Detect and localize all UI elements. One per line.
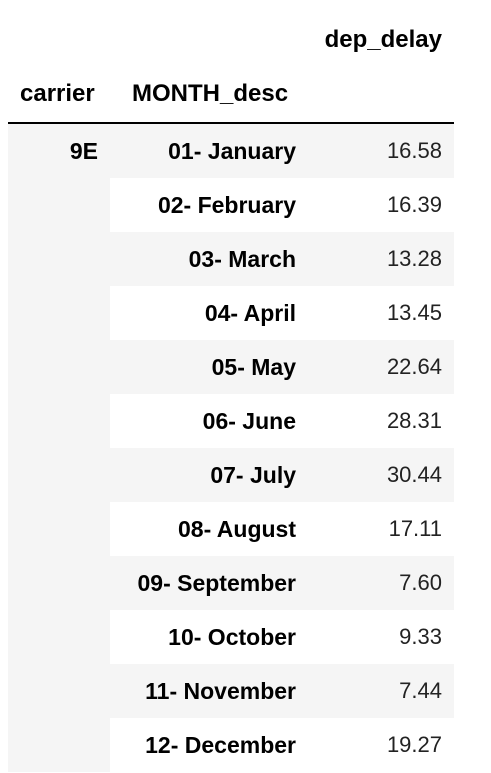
dep-delay-cell: 30.44 bbox=[306, 448, 454, 502]
table-row: 07- July 30.44 bbox=[8, 448, 454, 502]
table-row: 04- April 13.45 bbox=[8, 286, 454, 340]
dep-delay-cell: 19.27 bbox=[306, 718, 454, 772]
table-row: 08- August 17.11 bbox=[8, 502, 454, 556]
dep-delay-cell: 13.45 bbox=[306, 286, 454, 340]
carrier-cell bbox=[8, 394, 110, 448]
table-row: 02- February 16.39 bbox=[8, 178, 454, 232]
column-header-dep-delay: dep_delay bbox=[324, 26, 442, 53]
table-row: 9E 01- January 16.58 bbox=[8, 124, 454, 178]
dep-delay-cell: 13.28 bbox=[306, 232, 454, 286]
column-header-row: dep_delay bbox=[8, 14, 454, 68]
carrier-cell bbox=[8, 556, 110, 610]
dep-delay-cell: 22.64 bbox=[306, 340, 454, 394]
table-row: 03- March 13.28 bbox=[8, 232, 454, 286]
month-cell: 02- February bbox=[110, 178, 306, 232]
table-body: 9E 01- January 16.58 02- February 16.39 03- M… bbox=[8, 124, 454, 772]
index-header-month: MONTH_desc bbox=[132, 80, 289, 107]
dep-delay-cell: 28.31 bbox=[306, 394, 454, 448]
carrier-cell bbox=[8, 610, 110, 664]
header-divider bbox=[8, 122, 454, 124]
dep-delay-cell: 17.11 bbox=[306, 502, 454, 556]
carrier-cell bbox=[8, 340, 110, 394]
dep-delay-cell: 7.60 bbox=[306, 556, 454, 610]
carrier-cell bbox=[8, 718, 110, 772]
table-row: 11- November 7.44 bbox=[8, 664, 454, 718]
month-cell: 12- December bbox=[110, 718, 306, 772]
month-cell: 03- March bbox=[110, 232, 306, 286]
table-row: 10- October 9.33 bbox=[8, 610, 454, 664]
month-cell: 04- April bbox=[110, 286, 306, 340]
carrier-cell: 9E bbox=[8, 124, 110, 178]
month-cell: 06- June bbox=[110, 394, 306, 448]
month-cell: 01- January bbox=[110, 124, 306, 178]
table-row: 06- June 28.31 bbox=[8, 394, 454, 448]
table-row: 05- May 22.64 bbox=[8, 340, 454, 394]
dataframe-table: dep_delay carrier MONTH_desc 9E 01- Janua… bbox=[8, 14, 454, 772]
index-header-carrier: carrier bbox=[20, 80, 95, 107]
month-cell: 11- November bbox=[110, 664, 306, 718]
month-cell: 05- May bbox=[110, 340, 306, 394]
table-row: 12- December 19.27 bbox=[8, 718, 454, 772]
carrier-cell bbox=[8, 178, 110, 232]
dep-delay-cell: 16.39 bbox=[306, 178, 454, 232]
dep-delay-cell: 16.58 bbox=[306, 124, 454, 178]
carrier-cell bbox=[8, 286, 110, 340]
table-row: 09- September 7.60 bbox=[8, 556, 454, 610]
month-cell: 09- September bbox=[110, 556, 306, 610]
carrier-cell bbox=[8, 448, 110, 502]
index-header-row: carrier MONTH_desc bbox=[8, 68, 454, 122]
dep-delay-cell: 9.33 bbox=[306, 610, 454, 664]
carrier-cell bbox=[8, 502, 110, 556]
month-cell: 10- October bbox=[110, 610, 306, 664]
month-cell: 08- August bbox=[110, 502, 306, 556]
month-cell: 07- July bbox=[110, 448, 306, 502]
carrier-cell bbox=[8, 664, 110, 718]
dep-delay-cell: 7.44 bbox=[306, 664, 454, 718]
carrier-cell bbox=[8, 232, 110, 286]
